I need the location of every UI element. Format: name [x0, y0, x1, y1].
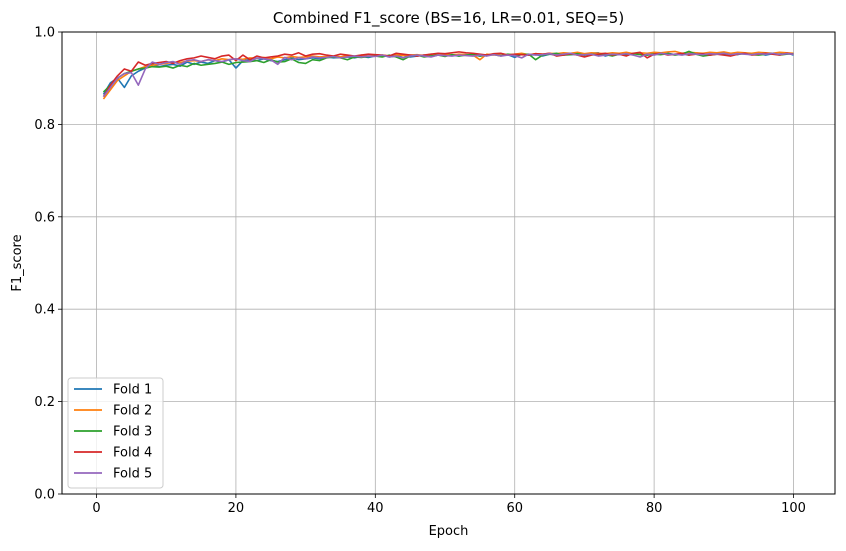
y-tick-label: 1.0 — [34, 26, 55, 41]
y-tick-label: 0.2 — [34, 395, 55, 410]
legend-label-fold-5: Fold 5 — [113, 467, 152, 482]
y-axis-label: F1_score — [10, 234, 25, 291]
x-tick-label: 100 — [781, 501, 806, 516]
series-line-fold-4 — [102, 51, 794, 98]
legend-label-fold-1: Fold 1 — [113, 383, 152, 398]
grid-layer — [62, 31, 835, 495]
series-line-fold-2 — [102, 50, 794, 100]
legend: Fold 1 Fold 2 Fold 3 Fold 4 Fold 5 — [67, 377, 164, 489]
x-tick-label: 40 — [367, 501, 384, 516]
x-tick-label: 80 — [646, 501, 663, 516]
x-axis-label: Epoch — [429, 524, 469, 539]
legend-label-fold-3: Fold 3 — [113, 425, 152, 440]
y-tick-label: 0.8 — [34, 118, 55, 133]
legend-label-fold-4: Fold 4 — [113, 446, 152, 461]
series-line-fold-1 — [102, 51, 794, 95]
y-tick-label: 0.0 — [34, 488, 55, 503]
x-tick-label: 60 — [506, 501, 523, 516]
y-tick-label: 0.6 — [34, 210, 55, 225]
series-layer — [102, 50, 794, 100]
legend-box — [67, 377, 164, 489]
y-tick-label: 0.4 — [34, 303, 55, 318]
legend-label-fold-2: Fold 2 — [113, 404, 152, 419]
plot-frame — [61, 31, 836, 495]
x-tick-label: 0 — [92, 501, 100, 516]
x-tick-label: 20 — [228, 501, 245, 516]
ticks-layer: 0 20 40 60 80 100 0.0 0.2 0.4 0.6 0.8 1.0 — [34, 26, 806, 517]
series-line-fold-5 — [102, 52, 794, 98]
chart-title: Combined F1_score (BS=16, LR=0.01, SEQ=5… — [273, 9, 624, 28]
